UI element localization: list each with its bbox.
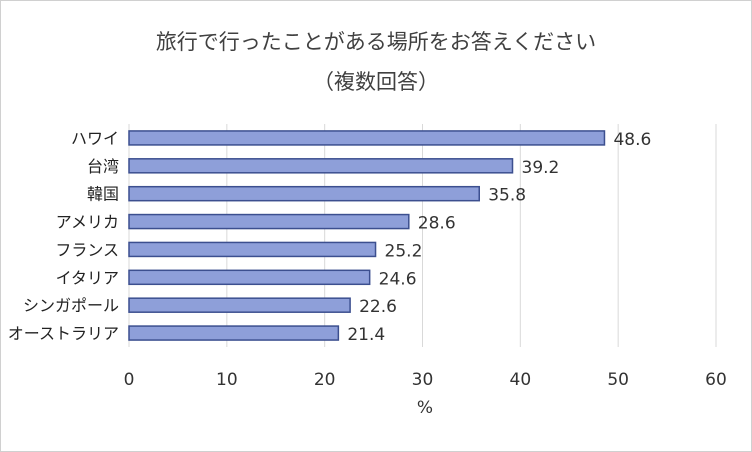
x-tick-label: 10	[216, 370, 238, 390]
chart-title: 旅行で行ったことがある場所をお答えください	[155, 30, 597, 54]
bar	[128, 241, 377, 258]
bars	[128, 130, 606, 341]
gridlines	[128, 124, 717, 347]
category-label: フランス	[55, 240, 119, 259]
x-tick-label: 30	[412, 370, 434, 390]
category-label: 台湾	[87, 157, 119, 176]
category-label: オーストラリア	[8, 324, 119, 343]
bar	[128, 158, 514, 174]
x-axis-label: %	[416, 398, 434, 418]
data-label: 35.8	[488, 186, 526, 206]
bar	[128, 325, 340, 341]
x-tick-label: 40	[510, 370, 532, 390]
category-label: イタリア	[56, 268, 119, 287]
bar	[128, 213, 410, 230]
category-label: 韓国	[87, 185, 119, 204]
x-tick-label: 20	[314, 370, 336, 390]
data-label: 39.2	[522, 158, 560, 178]
data-label: 28.6	[418, 214, 456, 234]
category-label: アメリカ	[56, 213, 119, 232]
labels: 0 10 20 30 40 50 60 ハワイ 48.6 台湾 39.2 韓国 35.8 アメリカ 28.6…	[8, 129, 727, 390]
category-label: シンガポール	[23, 296, 119, 315]
bar	[128, 269, 371, 286]
x-tick-label: 50	[607, 370, 629, 390]
bar	[128, 185, 480, 202]
x-tick-label: 0	[124, 370, 135, 390]
chart-subtitle: （複数回答）	[313, 70, 439, 94]
data-label: 24.6	[379, 269, 417, 289]
category-label: ハワイ	[71, 129, 119, 148]
data-label: 25.2	[385, 241, 423, 261]
x-tick-label: 60	[705, 370, 727, 390]
bar	[128, 297, 351, 313]
data-label: 21.4	[347, 325, 385, 345]
bar	[128, 130, 606, 146]
data-label: 22.6	[359, 297, 397, 317]
data-label: 48.6	[613, 130, 651, 150]
